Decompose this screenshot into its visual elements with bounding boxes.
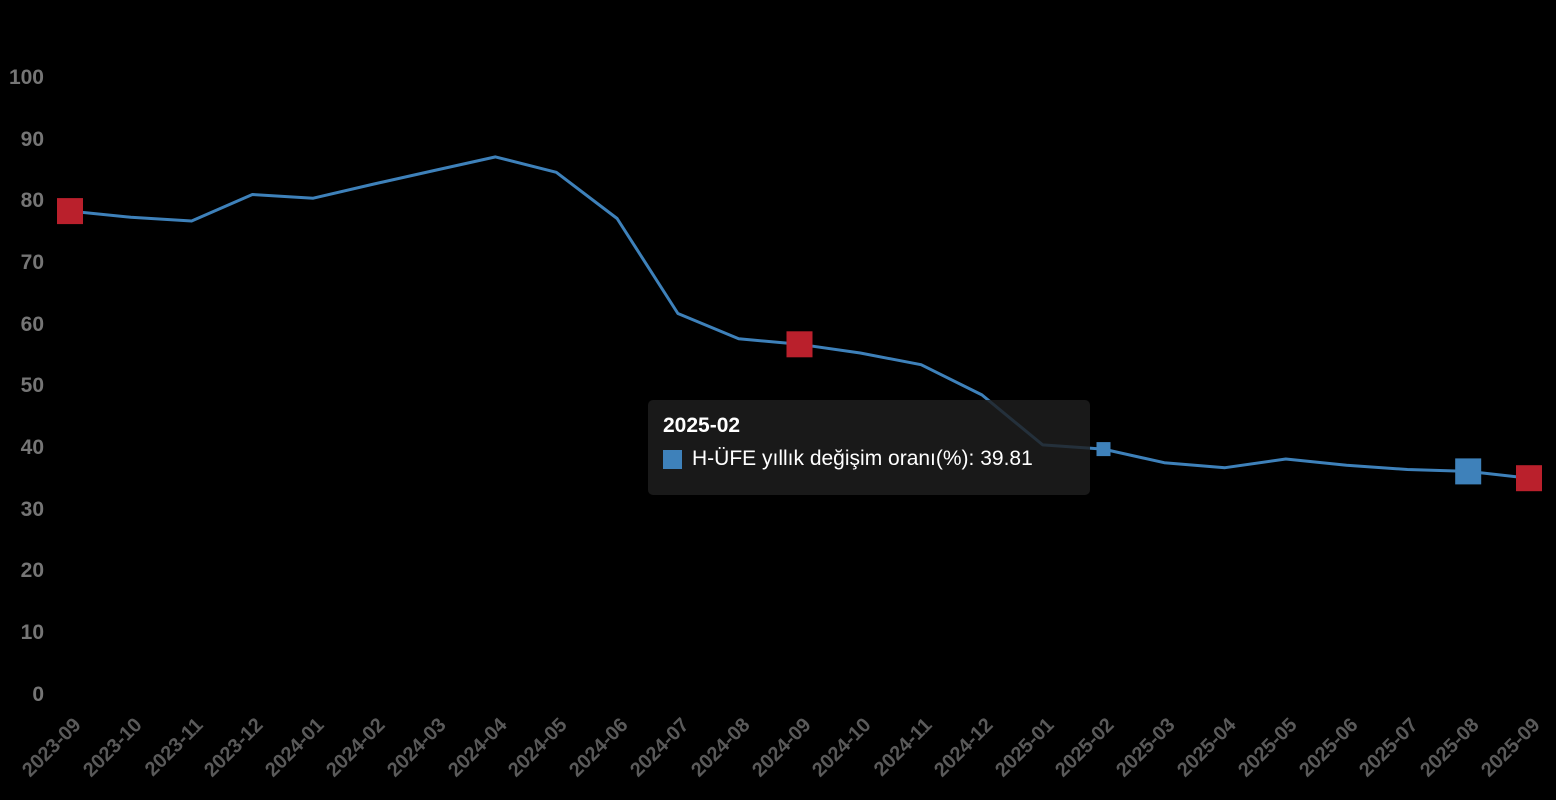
y-axis-label-80: 80 [20,189,44,212]
tooltip-title: 2025-02 [663,414,741,437]
data-point-marker-2025-02[interactable] [1096,442,1111,457]
y-axis-label-50: 50 [20,374,44,397]
data-point-marker-2025-08[interactable] [1455,458,1482,485]
y-axis-label-90: 90 [20,128,44,151]
tooltip-series-row: H-ÜFE yıllık değişim oranı(%): 39.81 [663,447,1074,471]
y-axis-label-10: 10 [20,621,44,644]
tooltip-series-text: H-ÜFE yıllık değişim oranı(%): 39.81 [692,447,1033,470]
y-axis-label-0: 0 [32,683,44,706]
series-legend-swatch [663,449,682,469]
y-axis-label-30: 30 [20,498,44,521]
y-axis-label-20: 20 [20,559,44,582]
data-point-marker-2024-09[interactable] [786,331,813,358]
tooltip: 2025-02 H-ÜFE yıllık değişim oranı(%): 3… [648,400,1090,495]
data-point-marker-2023-09[interactable] [57,198,83,225]
y-axis-label-70: 70 [20,251,44,274]
data-point-marker-2025-09[interactable] [1516,465,1542,492]
y-axis-label-40: 40 [20,436,44,459]
y-axis-label-60: 60 [20,313,44,336]
y-axis-label-100: 100 [8,66,44,89]
